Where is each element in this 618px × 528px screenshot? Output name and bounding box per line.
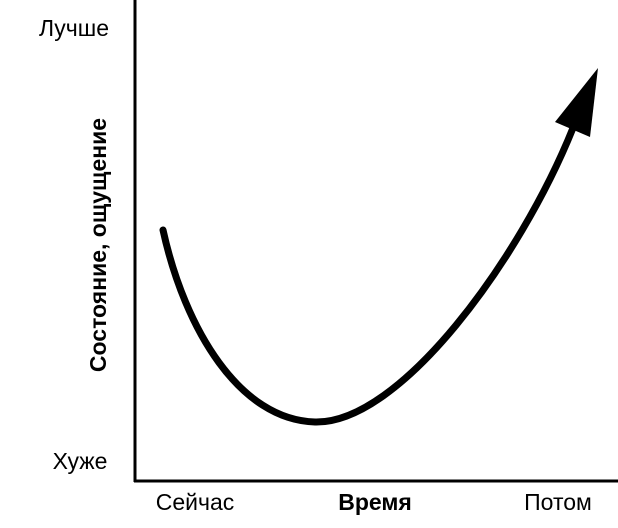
top-label: Лучше: [39, 15, 109, 41]
bottom-label: Хуже: [53, 448, 108, 474]
y-axis-title: Состояние, ощущение: [85, 118, 111, 372]
x-axis-title: Время: [338, 489, 412, 515]
arrowhead: [555, 68, 598, 137]
right-label: Потом: [524, 489, 592, 515]
left-label: Сейчас: [156, 489, 235, 515]
curve: [159, 124, 577, 426]
